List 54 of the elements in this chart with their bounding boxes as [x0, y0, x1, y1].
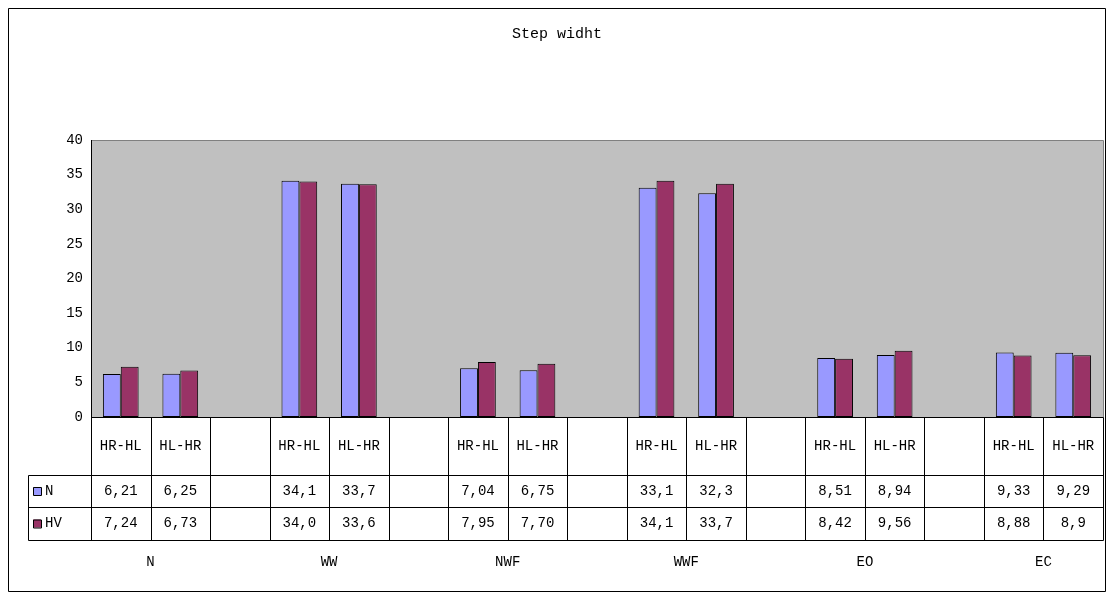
- data-label: 6,75: [520, 482, 555, 499]
- x-tick-label: HL-HR: [695, 437, 738, 454]
- chart-title: Step widht: [511, 25, 603, 43]
- data-label: 8,88: [996, 515, 1031, 532]
- x-tick-label: HR-HL: [992, 437, 1035, 454]
- y-tick-label: 35: [66, 166, 83, 183]
- data-label: 33,1: [639, 482, 674, 499]
- y-tick-label: 40: [66, 131, 83, 148]
- data-label: 34,0: [282, 515, 317, 532]
- data-label: 34,1: [282, 482, 317, 499]
- data-label: 7,04: [461, 482, 495, 499]
- y-tick-label: 15: [66, 304, 83, 321]
- data-label: 8,9: [1060, 515, 1086, 532]
- x-tick-label: HL-HR: [337, 437, 381, 454]
- x-tick-label: HR-HL: [814, 437, 857, 454]
- x-tick-label: HR-HL: [635, 437, 678, 454]
- data-label: 33,6: [342, 515, 376, 532]
- data-label: 6,73: [163, 515, 198, 532]
- x-tick-label: HR-HL: [278, 437, 321, 454]
- text: WWF: [673, 553, 699, 570]
- text: EO: [856, 553, 874, 570]
- x-tick-label: HR-HL: [456, 437, 499, 454]
- data-label: 6,21: [103, 482, 138, 499]
- data-label: 33,7: [342, 482, 376, 499]
- x-tick-label: HL-HR: [159, 437, 202, 454]
- data-label: 9,29: [1056, 482, 1091, 499]
- y-tick-label: 10: [66, 339, 83, 356]
- data-label: 33,7: [699, 515, 733, 532]
- data-label: 7,70: [520, 515, 555, 532]
- x-tick-label: HL-HR: [873, 437, 917, 454]
- data-label: 9,33: [996, 482, 1031, 499]
- y-tick-label: 25: [66, 235, 83, 252]
- data-label: 8,51: [818, 482, 852, 499]
- data-label: 8,42: [818, 515, 852, 532]
- y-tick-label: 20: [66, 270, 83, 287]
- x-tick-label: HL-HR: [1052, 437, 1095, 454]
- text: N: [146, 553, 155, 570]
- data-label: 32,3: [699, 482, 733, 499]
- y-tick-label: 30: [66, 200, 83, 217]
- data-label: 6,25: [163, 482, 198, 499]
- data-label: 9,56: [877, 515, 912, 532]
- x-tick-label: HL-HR: [516, 437, 560, 454]
- text: EC: [1035, 553, 1052, 570]
- data-label: 7,24: [103, 515, 138, 532]
- y-tick-label: 5: [74, 374, 83, 391]
- legend-label: N: [45, 482, 54, 499]
- x-tick-label: HR-HL: [99, 437, 142, 454]
- legend-label: HV: [45, 515, 63, 532]
- data-label: 8,94: [877, 482, 912, 499]
- text: NWF: [495, 553, 521, 570]
- text: WW: [320, 553, 339, 570]
- data-label: 34,1: [639, 515, 674, 532]
- y-tick-label: 0: [74, 408, 83, 425]
- data-label: 7,95: [461, 515, 495, 532]
